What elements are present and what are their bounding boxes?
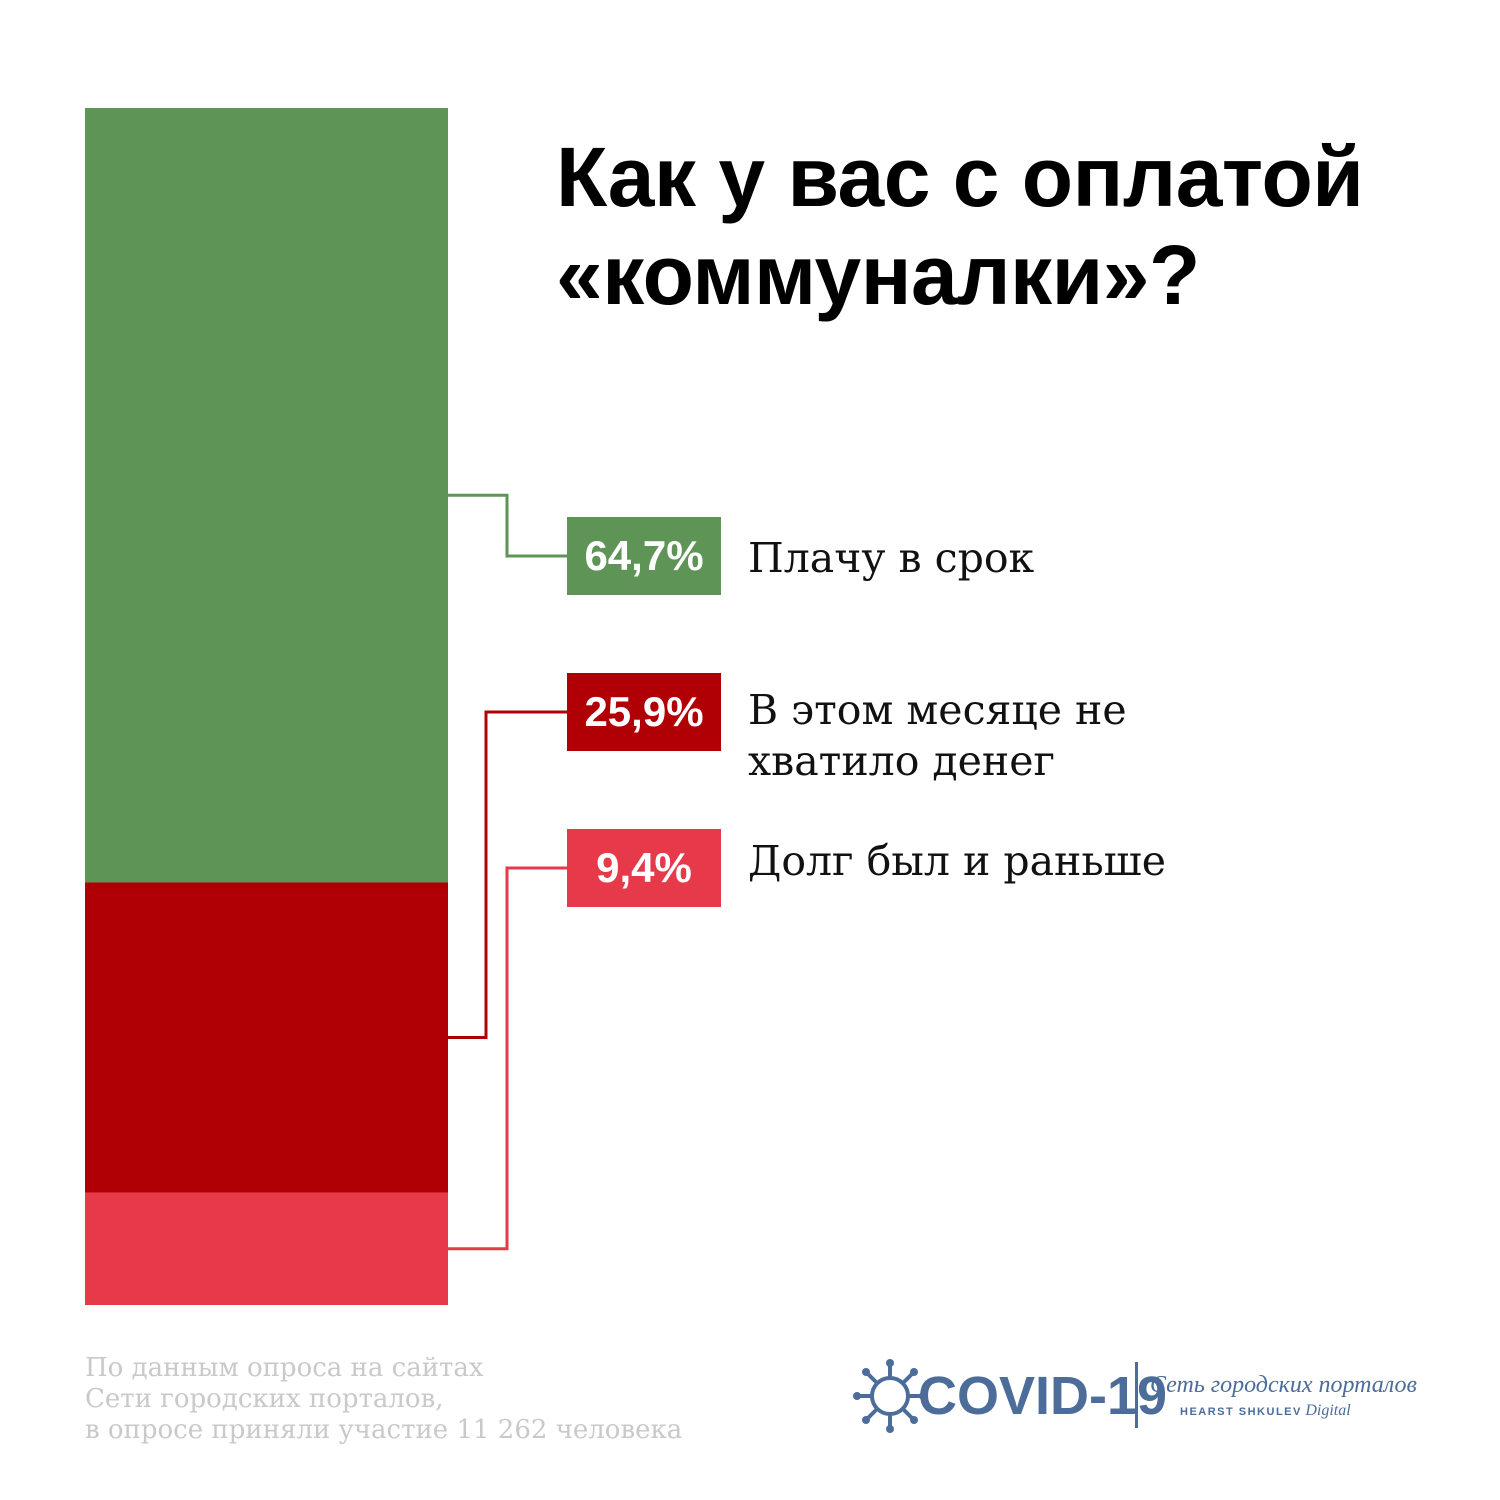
legend-badge-not-enough-money: 25,9% bbox=[567, 673, 721, 751]
legend-label-on-time: Плачу в срок bbox=[748, 533, 1348, 584]
legend-badge-debt-before: 9,4% bbox=[567, 829, 721, 907]
virus-icon bbox=[853, 1359, 927, 1433]
connector-line-not-enough-money bbox=[448, 710, 567, 1039]
legend-label-on-time-line-1: Плачу в срок bbox=[748, 534, 1035, 582]
covid-logo: COVID-19 Сеть городских порталов HEARST … bbox=[850, 1356, 1417, 1436]
legend-badge-on-time-text: 64,7% bbox=[584, 532, 704, 579]
source-note: По данным опроса на сайтах Сети городски… bbox=[85, 1353, 785, 1446]
legend-label-not-enough-money-line-1: В этом месяце не bbox=[748, 686, 1127, 734]
legend-badge-debt-before-text: 9,4% bbox=[596, 844, 692, 891]
legend-badge-not-enough-money-text: 25,9% bbox=[584, 688, 704, 735]
logo-brand: HEARST SHKULEV Digital bbox=[1180, 1402, 1351, 1420]
connector-line-on-time bbox=[448, 493, 567, 558]
connector-line-debt-before bbox=[448, 866, 567, 1251]
logo-network-name: Сеть городских порталов bbox=[1150, 1372, 1417, 1398]
bar-segment-debt-before bbox=[85, 1192, 448, 1305]
legend-label-debt-before: Долг был и раньше bbox=[748, 836, 1348, 887]
logo-divider bbox=[1135, 1362, 1138, 1428]
legend-label-debt-before-line-1: Долг был и раньше bbox=[748, 837, 1167, 885]
chart-title: Как у вас с оплатой «коммуналки»? bbox=[556, 128, 1456, 324]
logo-brand-name: HEARST SHKULEV bbox=[1180, 1406, 1302, 1418]
source-note-line-1: По данным опроса на сайтах bbox=[85, 1353, 484, 1383]
legend-label-not-enough-money: В этом месяце не хватило денег bbox=[748, 685, 1348, 787]
legend-label-not-enough-money-line-2: хватило денег bbox=[748, 737, 1055, 785]
source-note-line-2: Сети городских порталов, bbox=[85, 1384, 444, 1414]
chart-title-line-2: «коммуналки»? bbox=[556, 228, 1200, 322]
legend-badge-on-time: 64,7% bbox=[567, 517, 721, 595]
bar-segment-not-enough-money bbox=[85, 882, 448, 1193]
source-note-line-3: в опросе приняли участие 11 262 человека bbox=[85, 1415, 683, 1445]
logo-brand-suffix: Digital bbox=[1305, 1402, 1351, 1419]
chart-title-line-1: Как у вас с оплатой bbox=[556, 130, 1364, 224]
bar-segment-on-time bbox=[85, 108, 448, 883]
logo-wordmark: COVID-19 bbox=[918, 1366, 1168, 1426]
